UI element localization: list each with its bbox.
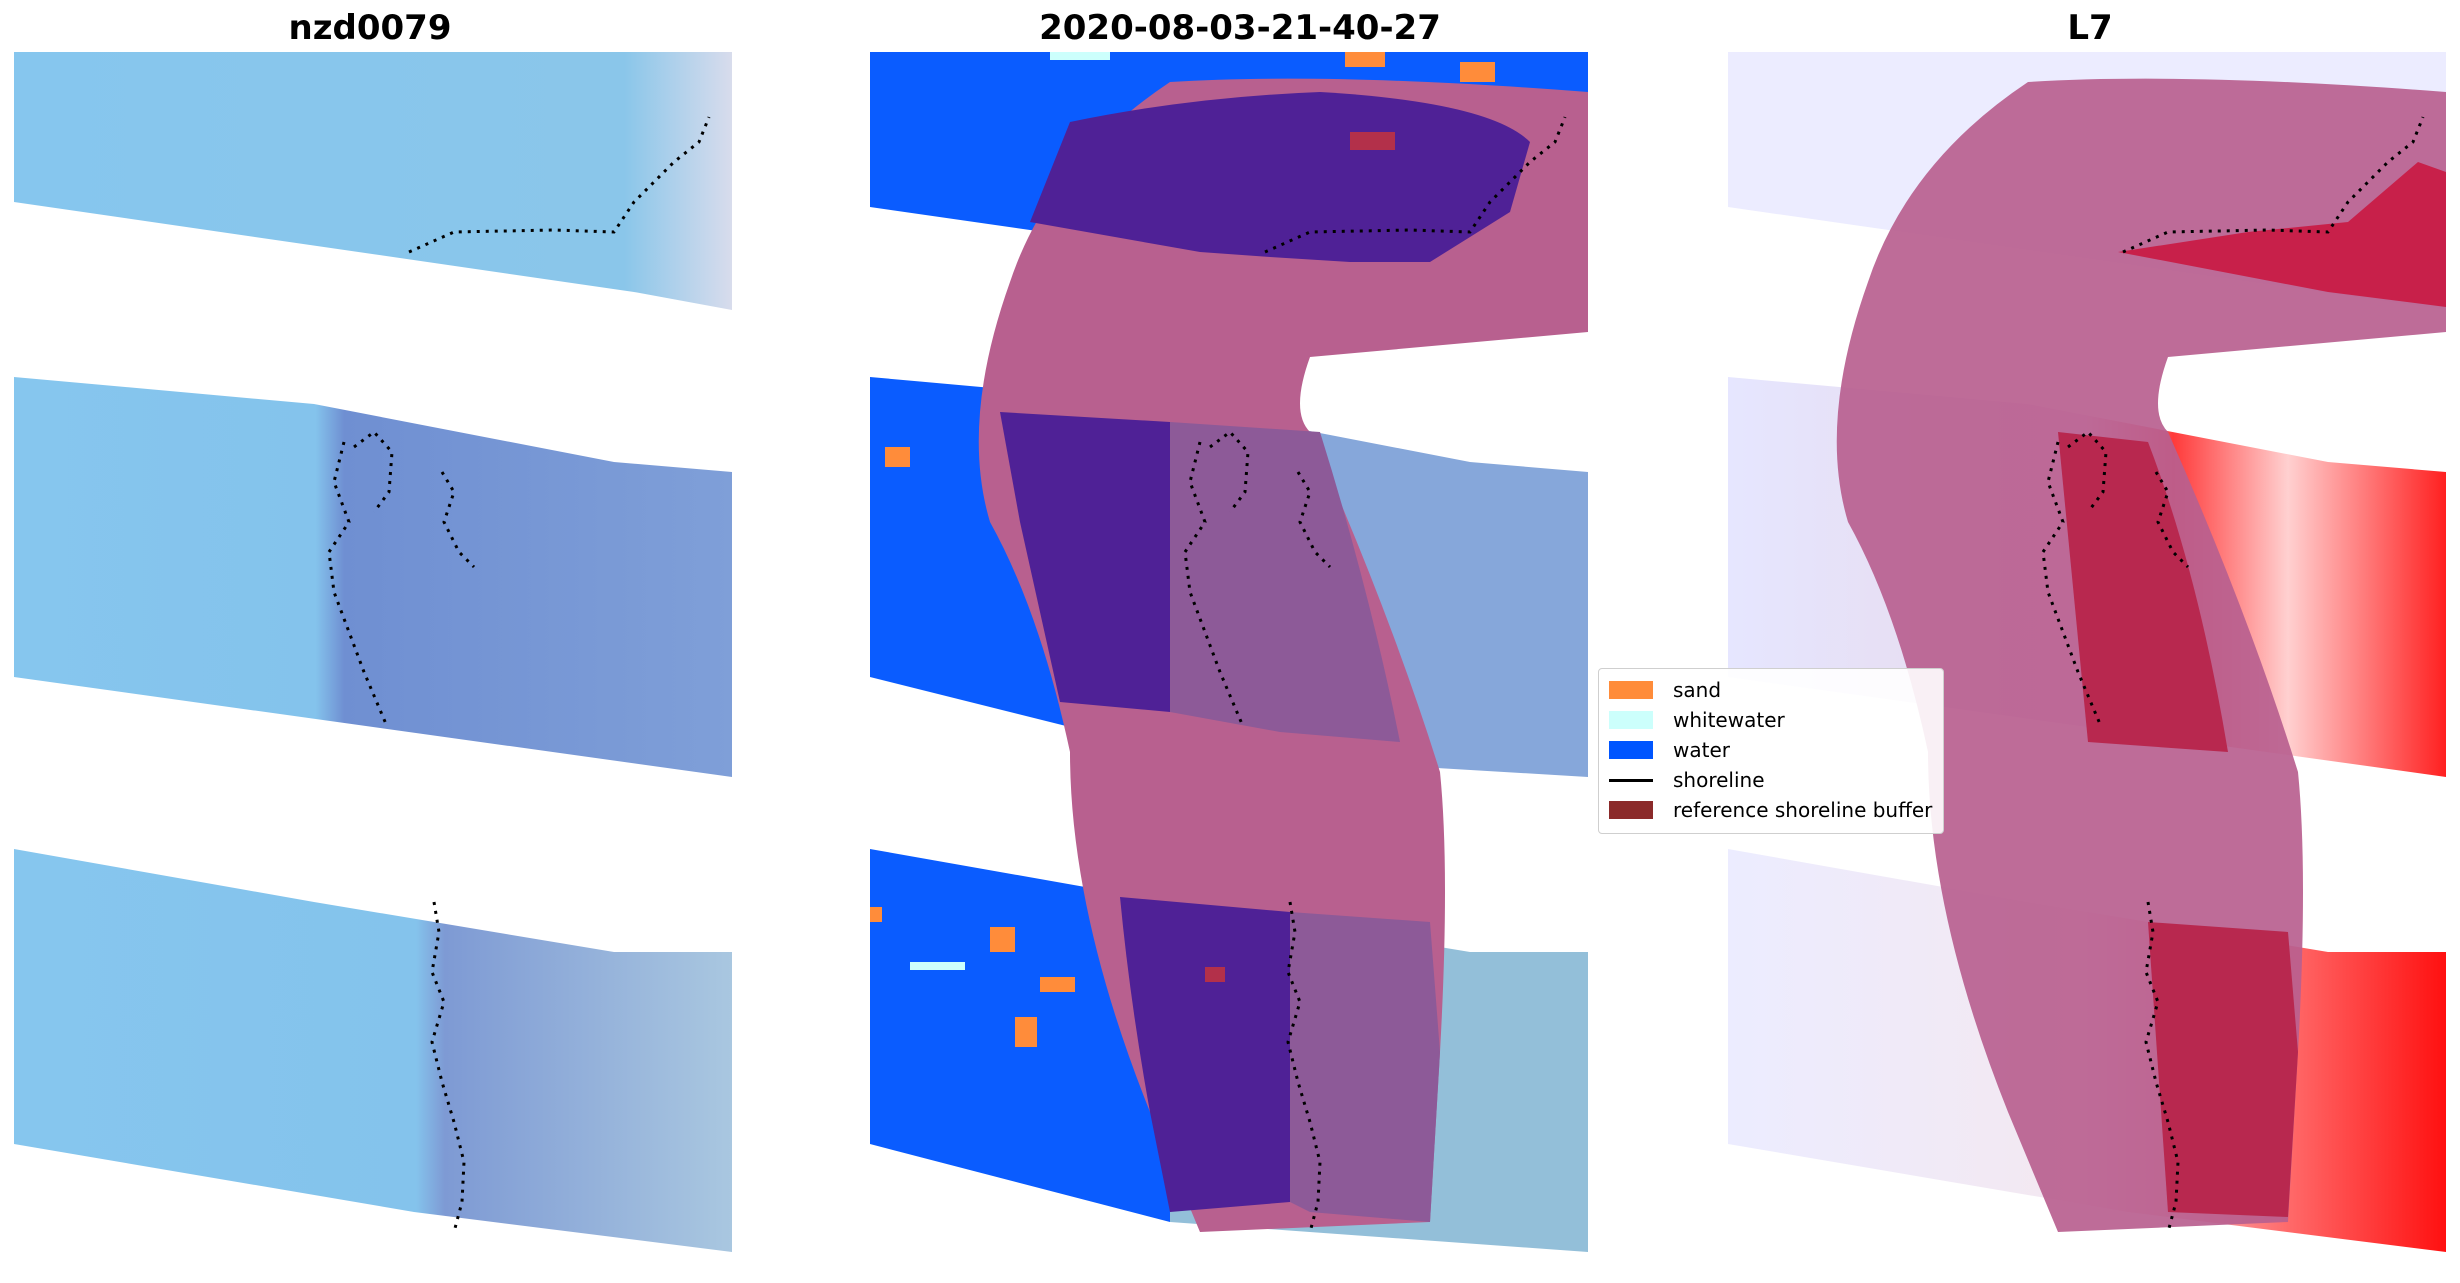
panel-title-classification: 2020-08-03-21-40-27 bbox=[1039, 8, 1441, 48]
whitewater-patch bbox=[1050, 52, 1110, 60]
shoreline-middle bbox=[2041, 429, 2190, 725]
buffer-high-top bbox=[2118, 162, 2446, 307]
panel-title-rgb: nzd0079 bbox=[288, 8, 452, 48]
sand-patch bbox=[1040, 977, 1075, 992]
panel-title-index: L7 bbox=[2067, 8, 2113, 48]
whitewater-swatch bbox=[1609, 711, 1653, 729]
shoreline-top bbox=[408, 116, 711, 254]
legend-label: water bbox=[1673, 738, 1730, 762]
shoreline-bottom bbox=[1286, 901, 1322, 1233]
buffer-land-bottom bbox=[1290, 912, 1440, 1222]
shoreline-swatch bbox=[1609, 778, 1653, 782]
legend: sand whitewater water shoreline referenc… bbox=[1598, 668, 1944, 834]
buffer-high-bottom bbox=[2148, 922, 2298, 1217]
buffer-high-middle bbox=[2058, 432, 2228, 752]
legend-item-water: water bbox=[1609, 735, 1933, 765]
index-panel bbox=[1728, 52, 2448, 1272]
sand-swatch bbox=[1609, 681, 1653, 699]
whitewater-patch bbox=[910, 962, 965, 970]
sand-patch bbox=[1345, 52, 1385, 67]
legend-label: shoreline bbox=[1673, 768, 1765, 792]
shoreline-top bbox=[2122, 116, 2425, 254]
shoreline-middle bbox=[327, 429, 476, 725]
legend-label: whitewater bbox=[1673, 708, 1785, 732]
buffer-mark bbox=[1205, 967, 1225, 982]
shoreline-bottom bbox=[2144, 901, 2180, 1233]
rgb-strip-bottom bbox=[14, 849, 732, 1252]
water-swatch bbox=[1609, 741, 1653, 759]
buffer-overlap-bottom bbox=[1120, 897, 1290, 1212]
legend-item-whitewater: whitewater bbox=[1609, 705, 1933, 735]
sand-patch bbox=[990, 927, 1015, 952]
sand-patch bbox=[1015, 1017, 1037, 1047]
buffer-mark bbox=[1350, 132, 1395, 150]
rgb-strip-top bbox=[14, 52, 732, 310]
legend-label: sand bbox=[1673, 678, 1722, 702]
buffer-overlap-middle bbox=[1000, 412, 1170, 712]
legend-item-buffer: reference shoreline buffer bbox=[1609, 795, 1933, 825]
rgb-strip-middle bbox=[14, 377, 732, 777]
buffer-swatch bbox=[1609, 801, 1653, 819]
legend-item-sand: sand bbox=[1609, 675, 1933, 705]
rgb-image-panel bbox=[14, 52, 734, 1272]
classification-panel bbox=[870, 52, 1590, 1272]
shoreline-middle bbox=[1183, 429, 1332, 725]
sand-patch bbox=[1460, 62, 1495, 82]
legend-label: reference shoreline buffer bbox=[1673, 798, 1933, 822]
shoreline-top bbox=[1264, 116, 1567, 254]
sand-patch bbox=[870, 907, 882, 922]
sand-patch bbox=[885, 447, 910, 467]
legend-item-shoreline: shoreline bbox=[1609, 765, 1933, 795]
buffer-land-middle bbox=[1170, 422, 1400, 742]
buffer-overlap-top bbox=[1030, 92, 1530, 262]
shoreline-bottom bbox=[430, 901, 466, 1233]
